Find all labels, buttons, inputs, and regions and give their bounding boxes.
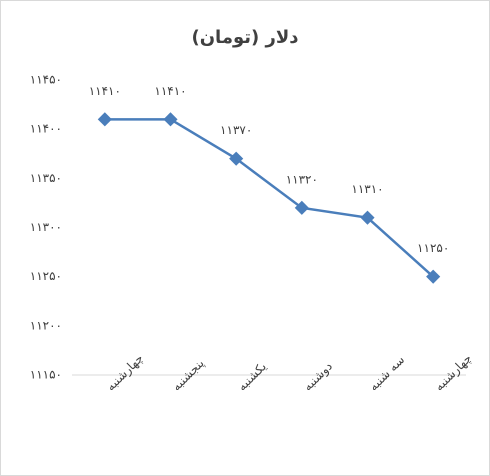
y-tick-label: ۱۱۴۰۰ [30, 122, 62, 136]
chart-title: دلار (تومان) [191, 27, 298, 48]
line [104, 118, 435, 278]
data-label: ۱۱۲۵۰ [417, 241, 449, 255]
data-label: ۱۱۴۱۰ [154, 84, 186, 98]
data-label: ۱۱۳۱۰ [351, 182, 383, 196]
y-tick-label: ۱۱۲۰۰ [30, 318, 62, 332]
y-tick-label: ۱۱۳۵۰ [30, 171, 62, 185]
y-tick-label: ۱۱۲۵۰ [30, 269, 62, 283]
marker [360, 210, 375, 225]
data-label: ۱۱۳۷۰ [220, 123, 252, 137]
y-tick-label: ۱۱۳۰۰ [30, 220, 62, 234]
y-tick-label: ۱۱۱۵۰ [30, 368, 62, 382]
y-tick-label: ۱۱۴۵۰ [30, 73, 62, 87]
marker [229, 151, 244, 166]
data-label: ۱۱۴۱۰ [89, 84, 121, 98]
data-label: ۱۱۳۲۰ [286, 172, 318, 186]
marker [426, 269, 441, 284]
marker [294, 200, 309, 215]
